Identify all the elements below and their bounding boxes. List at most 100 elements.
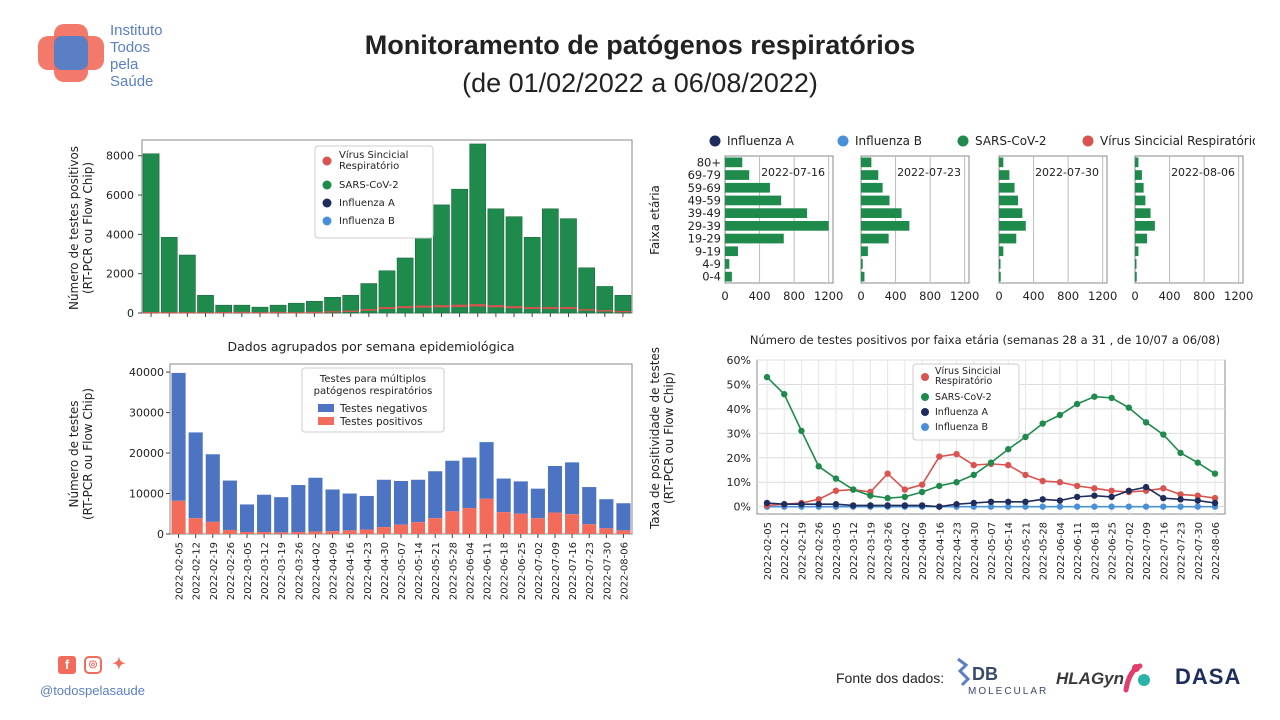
data-point <box>1160 431 1167 438</box>
data-point <box>832 501 840 508</box>
y-tick-label: 50% <box>727 378 751 391</box>
negative-bar <box>479 442 494 499</box>
age-bar <box>1135 208 1151 218</box>
data-point <box>1091 492 1098 499</box>
sars-bar <box>160 237 178 314</box>
negative-bar <box>291 485 306 532</box>
age-bar <box>861 233 889 244</box>
sars-bar <box>215 304 232 314</box>
data-point <box>1177 496 1184 503</box>
age-bar <box>1135 182 1144 193</box>
x-tick-label: 1200 <box>1224 289 1253 303</box>
vsr-bar <box>451 304 468 307</box>
negative-bar <box>393 480 409 525</box>
positivity-chart: Número de testes positivos por faixa etá… <box>648 333 1226 580</box>
negative-bar <box>513 481 528 514</box>
x-tick-label: 2022-03-19 <box>277 542 288 600</box>
data-point <box>918 481 926 488</box>
data-point <box>815 463 822 470</box>
negative-bar <box>565 462 580 515</box>
panel-date: 2022-07-23 <box>897 166 961 179</box>
x-tick-label: 2022-07-16 <box>1159 522 1170 580</box>
legend-marker <box>318 404 334 412</box>
positive-bar <box>479 498 494 534</box>
data-point <box>970 499 977 507</box>
age-bar <box>725 208 808 218</box>
sars-bar <box>378 270 396 314</box>
data-point <box>1160 494 1167 502</box>
sars-bar <box>251 306 269 314</box>
data-point <box>1056 411 1064 419</box>
positive-bar <box>257 531 272 534</box>
positive-bar <box>582 524 597 534</box>
x-tick-label: 0 <box>857 289 864 303</box>
data-point <box>849 502 857 509</box>
x-tick-label: 2022-07-02 <box>1125 522 1136 580</box>
legend-marker <box>921 408 929 416</box>
vsr-bar <box>306 311 323 313</box>
age-bar <box>999 271 1001 282</box>
sars-bar <box>596 286 614 314</box>
social-handle[interactable]: @todospelasaude <box>40 683 145 698</box>
panel-frame <box>724 155 834 284</box>
negative-bar <box>445 460 460 512</box>
sars-bar <box>342 295 360 314</box>
data-point <box>1056 497 1064 504</box>
negative-bar <box>342 493 357 531</box>
age-bar <box>725 195 782 206</box>
instagram-icon[interactable]: ◎ <box>84 656 102 674</box>
x-tick-label: 2022-04-23 <box>953 522 964 580</box>
age-bar <box>999 259 1001 269</box>
positive-bar <box>342 530 357 534</box>
sars-bar <box>287 302 305 314</box>
vsr-bar <box>179 312 196 314</box>
x-tick-label: 2022-02-05 <box>175 542 186 600</box>
x-tick-label: 2022-04-30 <box>970 522 981 580</box>
legend-label: Influenza A <box>935 407 989 418</box>
page-subtitle: (de 01/02/2022 a 06/08/2022) <box>462 68 818 98</box>
x-tick-label: 2022-05-28 <box>448 542 459 600</box>
x-tick-label: 2022-03-12 <box>849 522 860 580</box>
data-point <box>763 499 771 507</box>
x-tick-label: 2022-05-07 <box>987 522 998 580</box>
legend-label: Influenza A <box>727 134 795 148</box>
age-bar <box>725 271 732 282</box>
twitter-icon[interactable]: ✦ <box>110 656 128 674</box>
age-bar <box>861 208 902 218</box>
data-point <box>1108 503 1115 510</box>
x-tick-label: 2022-02-12 <box>192 542 203 600</box>
positive-bar <box>239 531 255 534</box>
sars-bar <box>614 295 632 314</box>
data-point <box>970 461 977 469</box>
logo-line: Todos <box>110 39 151 56</box>
negative-bar <box>616 503 631 531</box>
data-point <box>1039 503 1046 510</box>
data-point <box>832 475 840 482</box>
y-tick-label: 0% <box>734 501 751 514</box>
data-point <box>1194 492 1201 499</box>
data-point <box>1022 433 1029 441</box>
data-point <box>884 502 891 509</box>
positive-bar <box>616 530 631 534</box>
negative-bar <box>274 497 289 533</box>
facebook-icon[interactable]: f <box>58 656 76 674</box>
sars-bar <box>505 216 523 314</box>
sars-bar <box>414 236 432 314</box>
vsr-bar <box>487 305 504 308</box>
x-tick-label: 400 <box>749 289 771 303</box>
negative-bar <box>462 457 477 509</box>
age-bar <box>1135 259 1137 269</box>
legend-title: Testes para múltiplos patógenos respirató… <box>314 373 433 397</box>
logo-icon <box>38 24 104 82</box>
positive-bar <box>325 531 340 534</box>
positive-bar <box>513 513 528 534</box>
sars-bar <box>523 237 541 314</box>
legend-marker <box>322 156 332 166</box>
vsr-bar <box>378 307 396 309</box>
data-point <box>1108 493 1115 501</box>
panel-date: 2022-07-16 <box>761 166 825 179</box>
data-point <box>1194 497 1201 504</box>
y-tick-label: 30000 <box>129 407 164 420</box>
legend-label: Vírus Sincicial Respiratório <box>1100 134 1255 148</box>
data-point <box>1160 503 1167 510</box>
